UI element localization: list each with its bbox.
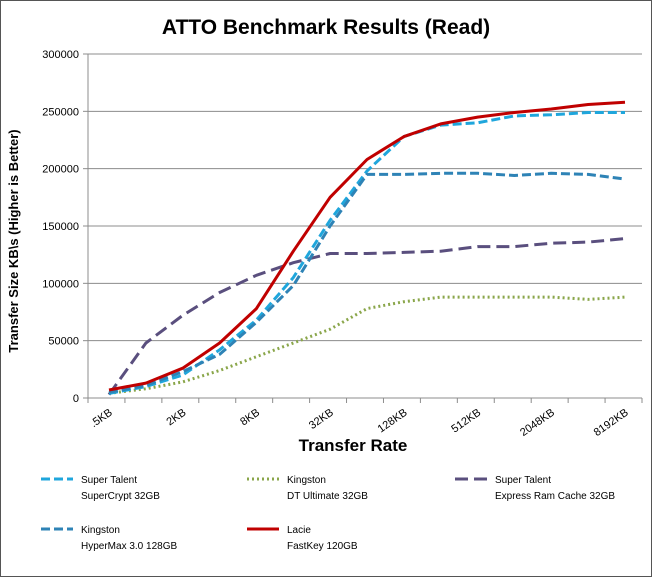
legend-label: Super Talent [81,475,137,486]
y-tick-label: 250000 [42,106,79,118]
y-axis-ticks: 0 50000 100000 150000 200000 250000 300000 [42,49,88,405]
legend-item: Kingston DT Ultimate 32GB [247,475,368,502]
legend: Super Talent SuperCrypt 32GB Kingston DT Ul… [41,475,615,552]
x-tick-label: 2KB [165,407,189,429]
series-lines [107,100,626,396]
series-line-2 [107,237,626,396]
chart-title: ATTO Benchmark Results (Read) [162,16,490,39]
legend-sublabel: SuperCrypt 32GB [81,491,160,502]
legend-sublabel: DT Ultimate 32GB [287,491,368,502]
x-tick-label: .5KB [88,407,114,431]
x-tick-label: 512KB [449,407,483,436]
series-line-3 [108,171,626,394]
legend-sublabel: FastKey 120GB [287,541,358,552]
legend-label: Super Talent [495,475,551,486]
series-line-0 [108,111,625,395]
x-axis-ticks: .5KB 2KB 8KB 32KB 128KB 512KB 2048KB 8192KB [87,398,643,439]
y-axis-title: Transfer Size KB\s (Higher is Better) [6,129,21,352]
legend-item: Super Talent Express Ram Cache 32GB [455,475,615,502]
y-tick-label: 150000 [42,221,79,233]
legend-item: Lacie FastKey 120GB [247,525,358,552]
x-tick-label: 32KB [307,407,336,432]
x-tick-label: 128KB [376,407,410,436]
series-line-4 [108,100,626,392]
y-tick-label: 300000 [42,49,79,61]
legend-sublabel: HyperMax 3.0 128GB [81,541,177,552]
legend-label: Lacie [287,525,311,536]
series-line-1 [108,295,626,395]
legend-item: Super Talent SuperCrypt 32GB [41,475,160,502]
x-tick-label: 8192KB [592,407,631,439]
x-axis-title: Transfer Rate [299,436,408,455]
y-tick-label: 50000 [48,336,79,348]
legend-sublabel: Express Ram Cache 32GB [495,491,615,502]
legend-item: Kingston HyperMax 3.0 128GB [41,525,177,552]
legend-label: Kingston [81,525,120,536]
y-tick-label: 200000 [42,164,79,176]
x-tick-label: 2048KB [518,407,557,439]
gridlines [88,53,642,342]
y-tick-label: 100000 [42,278,79,290]
legend-label: Kingston [287,475,326,486]
y-tick-label: 0 [73,393,79,405]
x-tick-label: 8KB [238,407,262,429]
